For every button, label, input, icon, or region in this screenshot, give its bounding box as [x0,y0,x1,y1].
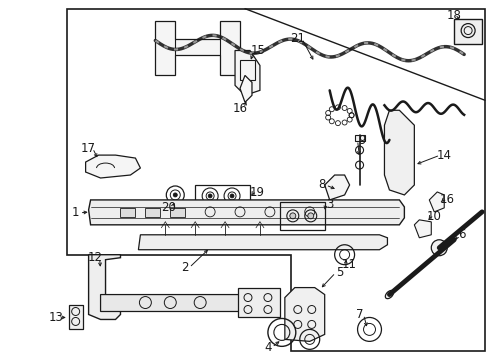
Text: 20: 20 [161,201,175,215]
Text: 19: 19 [249,186,264,199]
Polygon shape [155,21,240,75]
Polygon shape [428,192,443,212]
Ellipse shape [385,291,393,299]
Text: 6: 6 [457,228,465,241]
Circle shape [173,193,177,197]
Text: 3: 3 [325,198,333,211]
Bar [354,135,364,141]
Bar [68,305,82,329]
Polygon shape [324,175,349,200]
Text: 18: 18 [446,9,461,22]
Polygon shape [413,220,430,238]
Text: 8: 8 [317,179,325,192]
Circle shape [229,194,234,198]
Text: 7: 7 [355,308,363,321]
Bar [240,60,254,80]
Circle shape [208,194,212,198]
Text: 4: 4 [264,341,271,354]
Text: 13: 13 [48,311,63,324]
Bar [238,288,279,318]
Circle shape [307,213,313,219]
Bar [120,208,135,217]
Text: 5: 5 [335,266,343,279]
Text: 10: 10 [426,210,441,223]
Bar [170,208,185,217]
Polygon shape [285,288,324,341]
Text: 16: 16 [232,102,247,115]
Polygon shape [101,294,277,311]
Text: 1: 1 [72,206,79,219]
Polygon shape [88,200,404,225]
Circle shape [430,240,447,256]
Text: 17: 17 [81,141,96,155]
Bar [279,202,324,230]
Polygon shape [88,255,120,319]
Text: 15: 15 [250,44,265,57]
Text: 12: 12 [88,251,103,264]
Text: 2: 2 [181,261,188,274]
Polygon shape [240,75,251,102]
Bar [453,19,481,44]
Polygon shape [384,110,413,195]
Polygon shape [85,155,140,178]
Text: 16: 16 [439,193,454,206]
Polygon shape [138,235,386,250]
Circle shape [289,213,295,219]
Polygon shape [235,50,260,95]
Text: 11: 11 [342,258,356,271]
Text: 14: 14 [436,149,451,162]
Bar [145,208,160,217]
Bar [195,185,249,207]
Text: 21: 21 [290,32,305,45]
Text: 9: 9 [357,134,365,147]
